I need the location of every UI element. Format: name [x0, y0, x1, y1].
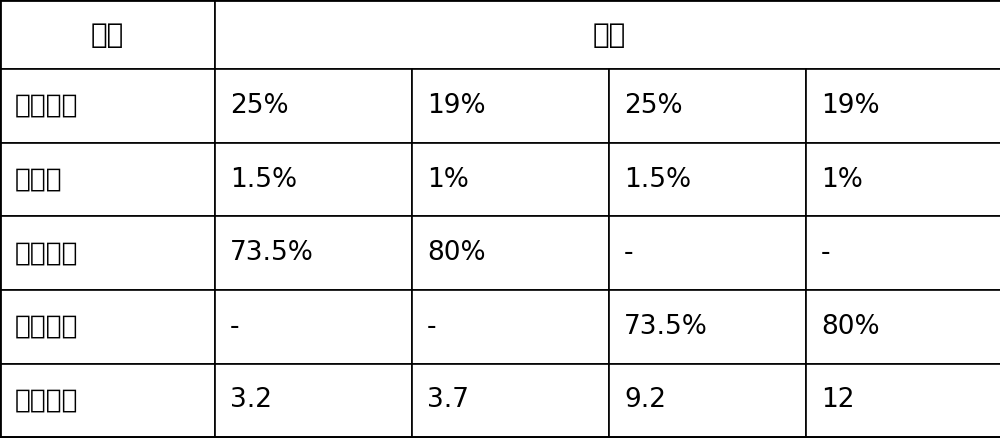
Text: 12: 12 — [821, 387, 855, 413]
Text: 介电常数: 介电常数 — [15, 387, 78, 413]
Bar — [0, 0, 215, 69]
Bar — [0, 364, 215, 437]
Bar — [412, 216, 609, 290]
Bar — [806, 143, 1000, 216]
Text: 固化剂: 固化剂 — [15, 166, 63, 193]
Text: -: - — [624, 240, 634, 266]
Text: 9.2: 9.2 — [624, 387, 666, 413]
Text: 1%: 1% — [821, 166, 863, 193]
Text: 材料: 材料 — [91, 21, 124, 49]
Bar — [806, 290, 1000, 364]
Text: 80%: 80% — [427, 240, 486, 266]
Text: 碳氢树脂: 碳氢树脂 — [15, 93, 78, 119]
Bar — [412, 364, 609, 437]
Text: -: - — [427, 314, 437, 340]
Text: 1.5%: 1.5% — [624, 166, 691, 193]
Text: 25%: 25% — [230, 93, 289, 119]
Text: 3.7: 3.7 — [427, 387, 469, 413]
Bar — [412, 143, 609, 216]
Bar — [609, 364, 806, 437]
Bar — [806, 364, 1000, 437]
Bar — [215, 0, 1000, 69]
Text: 二氧化钓: 二氧化钓 — [15, 314, 78, 340]
Text: 1.5%: 1.5% — [230, 166, 297, 193]
Bar — [215, 143, 412, 216]
Bar — [215, 364, 412, 437]
Bar — [215, 216, 412, 290]
Bar — [0, 216, 215, 290]
Text: 25%: 25% — [624, 93, 683, 119]
Text: -: - — [821, 240, 831, 266]
Text: 3.2: 3.2 — [230, 387, 272, 413]
Text: -: - — [230, 314, 239, 340]
Bar — [0, 69, 215, 143]
Text: 73.5%: 73.5% — [230, 240, 314, 266]
Bar — [412, 69, 609, 143]
Bar — [0, 143, 215, 216]
Bar — [806, 216, 1000, 290]
Bar — [215, 69, 412, 143]
Bar — [609, 143, 806, 216]
Text: 80%: 80% — [821, 314, 880, 340]
Text: 1%: 1% — [427, 166, 469, 193]
Text: 19%: 19% — [821, 93, 880, 119]
Bar — [215, 290, 412, 364]
Text: 73.5%: 73.5% — [624, 314, 708, 340]
Bar — [412, 290, 609, 364]
Bar — [0, 290, 215, 364]
Bar — [609, 216, 806, 290]
Bar — [806, 69, 1000, 143]
Bar — [609, 69, 806, 143]
Bar — [609, 290, 806, 364]
Text: 二氧化硅: 二氧化硅 — [15, 240, 78, 266]
Text: 比例: 比例 — [592, 21, 626, 49]
Text: 19%: 19% — [427, 93, 486, 119]
